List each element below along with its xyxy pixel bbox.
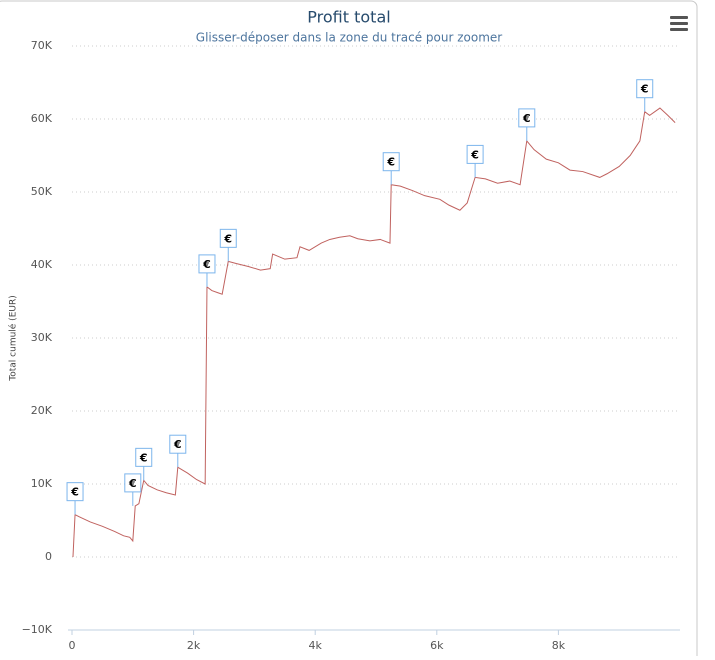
flag: € bbox=[124, 473, 142, 506]
flag-box bbox=[169, 434, 187, 454]
chart-subtitle: Glisser-déposer dans la zone du tracé po… bbox=[196, 31, 502, 45]
y-tick-label: 10K bbox=[31, 477, 53, 490]
y-tick-label: 30K bbox=[31, 331, 53, 344]
flag-box bbox=[382, 152, 400, 172]
y-tick-label: −10K bbox=[22, 623, 53, 636]
flag-box bbox=[66, 482, 84, 502]
flag-label: € bbox=[223, 232, 232, 245]
flag-box bbox=[466, 144, 484, 164]
flag: € bbox=[169, 434, 187, 468]
flag: € bbox=[198, 254, 216, 287]
y-axis-title: Total cumulé (EUR) bbox=[8, 295, 19, 381]
flag: € bbox=[66, 482, 84, 515]
y-tick-label: 0 bbox=[45, 550, 52, 563]
flag-label: € bbox=[470, 148, 479, 161]
flag-box bbox=[135, 447, 153, 467]
flag-box bbox=[219, 228, 237, 248]
x-tick-label: 6k bbox=[430, 639, 444, 652]
flag: € bbox=[636, 79, 654, 112]
x-tick-label: 8k bbox=[552, 639, 566, 652]
flag: € bbox=[382, 152, 400, 185]
flag: € bbox=[135, 447, 153, 481]
menu-button[interactable] bbox=[670, 16, 688, 31]
y-tick-label: 50K bbox=[31, 185, 53, 198]
x-tick-label: 2k bbox=[187, 639, 201, 652]
flag-box bbox=[124, 473, 142, 493]
flag-label: € bbox=[522, 112, 531, 125]
flag-label: € bbox=[202, 258, 211, 271]
x-tick-label: 4k bbox=[309, 639, 323, 652]
flag: € bbox=[466, 144, 484, 178]
x-tick-label: 0 bbox=[69, 639, 76, 652]
chart-title: Profit total bbox=[307, 8, 390, 27]
flag-box bbox=[198, 254, 216, 274]
chart-frame bbox=[0, 0, 698, 660]
flag-label: € bbox=[128, 477, 137, 490]
y-tick-label: 70K bbox=[31, 39, 53, 52]
flag-box bbox=[636, 79, 654, 99]
y-tick-label: 20K bbox=[31, 404, 53, 417]
flag-label: € bbox=[70, 486, 79, 499]
y-tick-label: 60K bbox=[31, 112, 53, 125]
flag: € bbox=[518, 108, 536, 141]
flag-label: € bbox=[640, 83, 649, 96]
flag-label: € bbox=[139, 451, 148, 464]
flag-box bbox=[518, 108, 536, 128]
flag-label: € bbox=[173, 438, 182, 451]
flag: € bbox=[219, 228, 237, 262]
y-tick-label: 40K bbox=[31, 258, 53, 271]
flag-label: € bbox=[386, 156, 395, 169]
series-line bbox=[72, 107, 676, 558]
